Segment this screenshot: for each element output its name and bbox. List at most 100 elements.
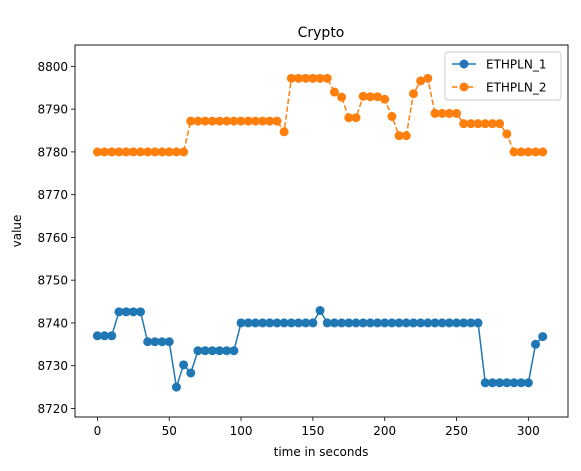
x-axis: 0 50 100 150 200 250 300 bbox=[94, 417, 540, 438]
data-point-ethpln-2 bbox=[444, 108, 454, 118]
data-point-ethpln-2 bbox=[294, 73, 304, 83]
data-point-ethpln-2 bbox=[423, 73, 433, 83]
data-point-ethpln-1 bbox=[459, 318, 469, 328]
data-point-ethpln-1 bbox=[480, 378, 490, 388]
x-tick-label: 200 bbox=[373, 424, 396, 438]
legend-label-ethpln-2: ETHPLN_2 bbox=[486, 81, 546, 95]
data-point-ethpln-2 bbox=[351, 113, 361, 123]
data-point-ethpln-2 bbox=[92, 147, 102, 157]
y-tick-label: 8790 bbox=[37, 103, 68, 117]
data-point-ethpln-1 bbox=[136, 307, 146, 317]
x-tick-label: 250 bbox=[445, 424, 468, 438]
data-point-ethpln-1 bbox=[358, 318, 368, 328]
data-point-ethpln-2 bbox=[329, 87, 339, 97]
data-point-ethpln-1 bbox=[401, 318, 411, 328]
data-point-ethpln-2 bbox=[164, 147, 174, 157]
data-point-ethpln-1 bbox=[502, 378, 512, 388]
data-point-ethpln-1 bbox=[143, 337, 153, 347]
data-point-ethpln-1 bbox=[164, 337, 174, 347]
data-point-ethpln-2 bbox=[272, 116, 282, 126]
data-point-ethpln-2 bbox=[322, 73, 332, 83]
data-point-ethpln-2 bbox=[437, 108, 447, 118]
data-point-ethpln-1 bbox=[516, 378, 526, 388]
data-point-ethpln-1 bbox=[207, 346, 217, 356]
data-point-ethpln-2 bbox=[100, 147, 110, 157]
data-point-ethpln-2 bbox=[157, 147, 167, 157]
data-point-ethpln-2 bbox=[373, 92, 383, 102]
y-tick-label: 8740 bbox=[37, 316, 68, 330]
legend-swatch-marker-ethpln-1 bbox=[459, 59, 469, 69]
data-point-ethpln-1 bbox=[430, 318, 440, 328]
data-point-ethpln-1 bbox=[531, 339, 541, 349]
data-point-ethpln-2 bbox=[523, 147, 533, 157]
data-point-ethpln-2 bbox=[143, 147, 153, 157]
data-point-ethpln-1 bbox=[437, 318, 447, 328]
data-point-ethpln-2 bbox=[344, 113, 354, 123]
data-point-ethpln-2 bbox=[459, 119, 469, 129]
data-point-ethpln-1 bbox=[423, 318, 433, 328]
data-point-ethpln-2 bbox=[286, 73, 296, 83]
data-point-ethpln-2 bbox=[380, 94, 390, 104]
data-point-ethpln-1 bbox=[179, 360, 189, 370]
data-point-ethpln-2 bbox=[487, 119, 497, 129]
data-point-ethpln-1 bbox=[200, 346, 210, 356]
data-point-ethpln-2 bbox=[236, 116, 246, 126]
data-point-ethpln-2 bbox=[430, 108, 440, 118]
x-tick-label: 100 bbox=[230, 424, 253, 438]
data-point-ethpln-2 bbox=[179, 147, 189, 157]
data-point-ethpln-1 bbox=[258, 318, 268, 328]
data-point-ethpln-1 bbox=[344, 318, 354, 328]
data-point-ethpln-1 bbox=[279, 318, 289, 328]
data-point-ethpln-2 bbox=[337, 92, 347, 102]
x-tick-label: 300 bbox=[517, 424, 540, 438]
y-tick-label: 8730 bbox=[37, 359, 68, 373]
y-tick-label: 8770 bbox=[37, 188, 68, 202]
data-point-ethpln-1 bbox=[365, 318, 375, 328]
y-tick-label: 8800 bbox=[37, 60, 68, 74]
data-point-ethpln-1 bbox=[100, 331, 110, 341]
data-point-ethpln-1 bbox=[236, 318, 246, 328]
data-point-ethpln-1 bbox=[150, 337, 160, 347]
data-point-ethpln-1 bbox=[394, 318, 404, 328]
data-point-ethpln-2 bbox=[531, 147, 541, 157]
data-point-ethpln-1 bbox=[107, 331, 117, 341]
x-tick-label: 50 bbox=[162, 424, 177, 438]
data-point-ethpln-2 bbox=[538, 147, 548, 157]
data-point-ethpln-2 bbox=[509, 147, 519, 157]
data-point-ethpln-2 bbox=[200, 116, 210, 126]
data-point-ethpln-1 bbox=[250, 318, 260, 328]
data-point-ethpln-2 bbox=[171, 147, 181, 157]
data-point-ethpln-1 bbox=[452, 318, 462, 328]
data-point-ethpln-2 bbox=[114, 147, 124, 157]
data-point-ethpln-2 bbox=[452, 108, 462, 118]
data-point-ethpln-1 bbox=[473, 318, 483, 328]
data-point-ethpln-1 bbox=[373, 318, 383, 328]
chart-title: Crypto bbox=[298, 25, 345, 41]
data-point-ethpln-2 bbox=[121, 147, 131, 157]
y-tick-label: 8750 bbox=[37, 274, 68, 288]
legend-label-ethpln-1: ETHPLN_1 bbox=[486, 58, 546, 72]
y-axis-label: value bbox=[10, 215, 24, 248]
data-point-ethpln-1 bbox=[193, 346, 203, 356]
data-point-ethpln-2 bbox=[466, 119, 476, 129]
data-point-ethpln-2 bbox=[502, 129, 512, 139]
data-point-ethpln-1 bbox=[301, 318, 311, 328]
data-point-ethpln-1 bbox=[92, 331, 102, 341]
data-point-ethpln-2 bbox=[365, 92, 375, 102]
data-point-ethpln-1 bbox=[128, 307, 138, 317]
data-point-ethpln-2 bbox=[229, 116, 239, 126]
data-point-ethpln-2 bbox=[495, 119, 505, 129]
data-point-ethpln-1 bbox=[337, 318, 347, 328]
data-point-ethpln-1 bbox=[322, 318, 332, 328]
data-point-ethpln-1 bbox=[495, 378, 505, 388]
series-layer bbox=[92, 73, 548, 392]
data-point-ethpln-1 bbox=[538, 332, 548, 342]
data-point-ethpln-1 bbox=[171, 382, 181, 392]
data-point-ethpln-1 bbox=[286, 318, 296, 328]
data-point-ethpln-1 bbox=[380, 318, 390, 328]
data-point-ethpln-1 bbox=[509, 378, 519, 388]
x-tick-label: 150 bbox=[301, 424, 324, 438]
data-point-ethpln-2 bbox=[315, 73, 325, 83]
data-point-ethpln-1 bbox=[466, 318, 476, 328]
